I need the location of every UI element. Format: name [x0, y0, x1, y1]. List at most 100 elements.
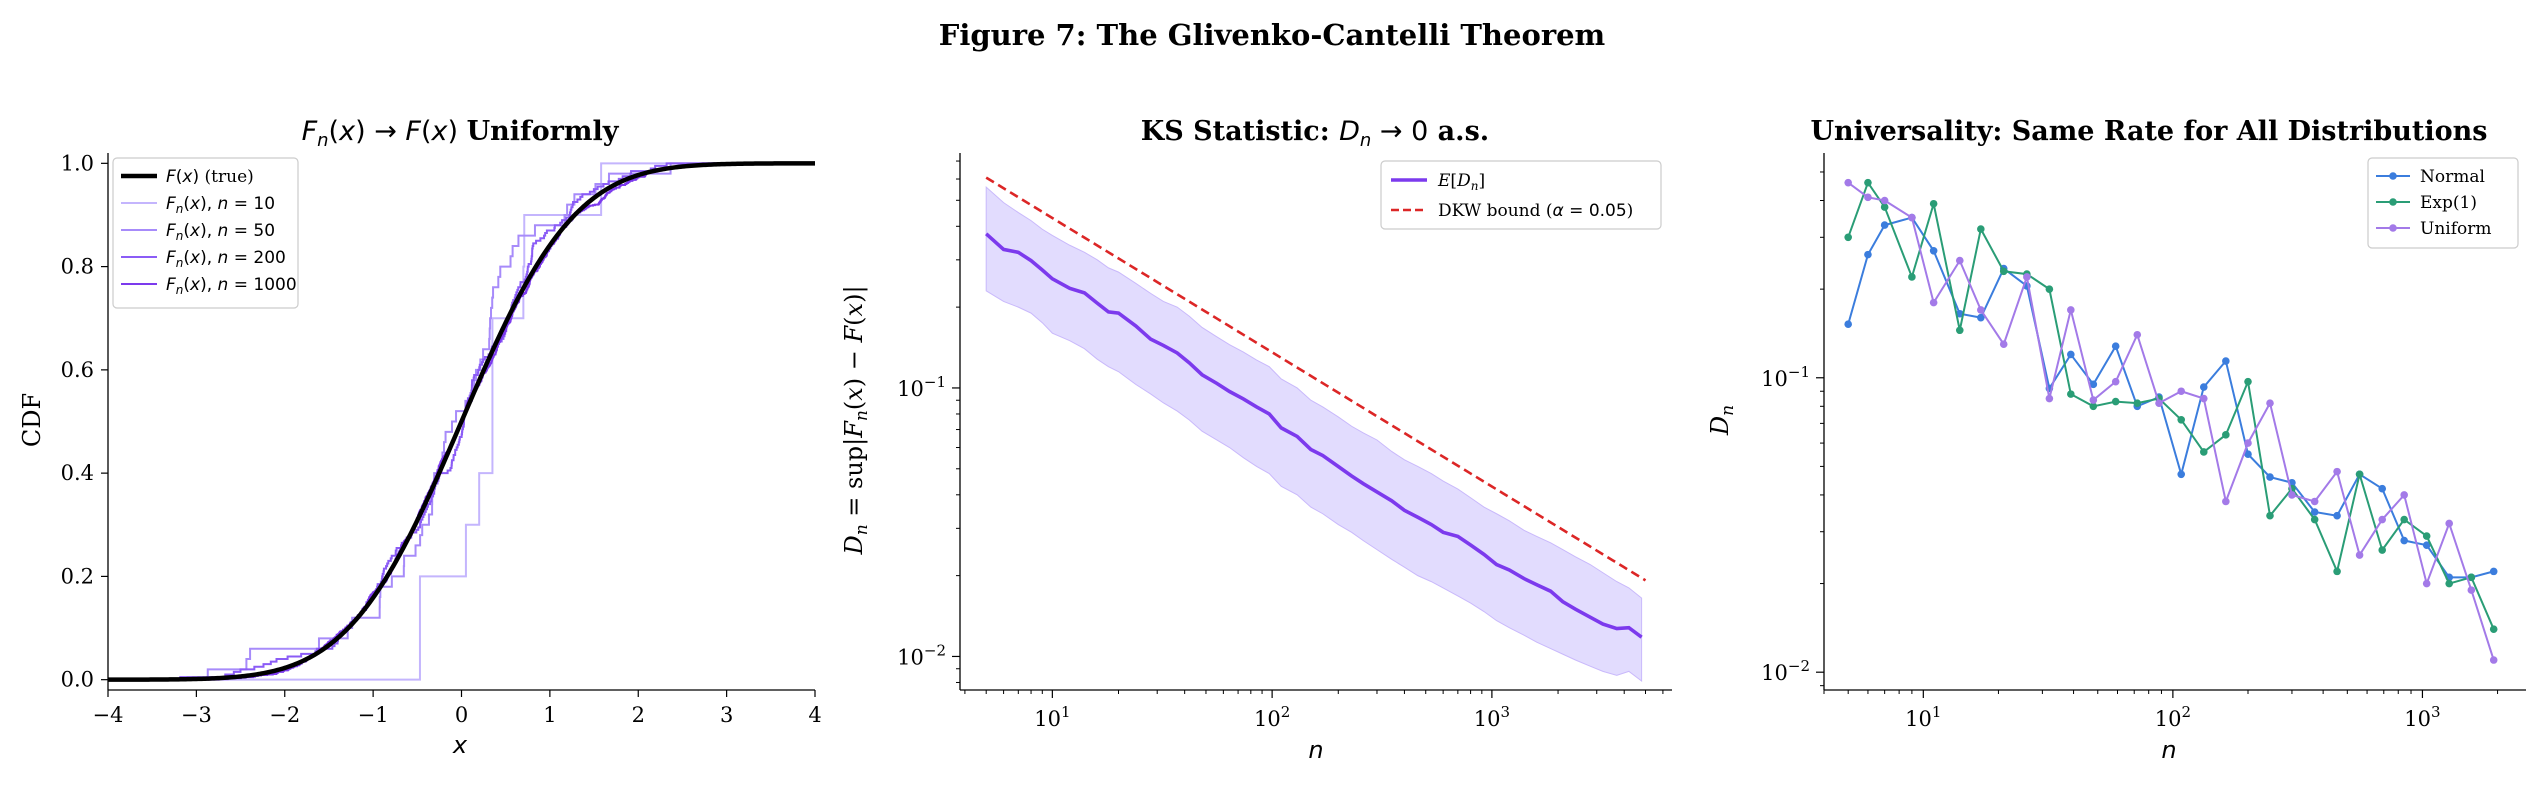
- exp-point: [1864, 178, 1872, 187]
- exp-point: [1929, 199, 1938, 208]
- panel-ks-legend: E[Dn] DKW bound (α = 0.05): [1380, 160, 1662, 230]
- uniform-point: [2333, 467, 2341, 476]
- legend-label-dkw: DKW bound (α = 0.05): [1438, 201, 1633, 221]
- y-tick-label: 10−1: [897, 373, 946, 401]
- panel-ecdf-ylabel: CDF: [18, 393, 46, 447]
- uniform-point: [2378, 515, 2387, 524]
- x-tick-label: 2: [632, 703, 645, 727]
- uniform-point: [1864, 193, 1872, 202]
- y-tick-label: 10−2: [1761, 657, 1810, 685]
- uniform-point: [2023, 273, 2031, 281]
- y-tick-label: 0.8: [61, 255, 94, 279]
- panel-universality-title: Universality: Same Rate for All Distribu…: [1810, 116, 2487, 147]
- legend-label: Normal: [2420, 167, 2485, 187]
- normal-point: [1844, 320, 1852, 329]
- exp-series-line: [1847, 180, 2495, 630]
- x-tick-label: 102: [1254, 703, 1290, 731]
- panel-ks-title: KS Statistic: Dn → 0 a.s.: [1141, 116, 1489, 151]
- uniform-point: [2155, 399, 2163, 407]
- uniform-point: [2222, 497, 2230, 506]
- legend-box: [112, 157, 299, 309]
- uniform-point: [1999, 340, 2008, 349]
- panel-ecdf-title: Fn(x) → F(x) Uniformly: [302, 116, 620, 151]
- ks-confidence-band: [985, 185, 1643, 683]
- x-tick-label: 103: [1474, 703, 1510, 731]
- legend-label-mean: E[Dn]: [1437, 171, 1485, 193]
- panel-universality-ticks: 101 102 103 10−2 10−1: [1761, 171, 2499, 731]
- x-tick-label: −2: [269, 703, 300, 727]
- panel-ks-xlabel: n: [1308, 736, 1323, 764]
- normal-point: [1929, 246, 1938, 255]
- legend-box: [2367, 157, 2519, 249]
- exp-point: [2355, 470, 2364, 479]
- mean-dn-line: [984, 232, 1643, 639]
- dkw-bound-line: [985, 176, 1647, 582]
- panel-ecdf-xlabel: x: [452, 731, 468, 759]
- panel-ks: KS Statistic: Dn → 0 a.s. 101 102 10310−21…: [840, 116, 1672, 764]
- uniform-point: [2355, 551, 2364, 559]
- legend-box: [1380, 160, 1662, 230]
- uniform-point: [2199, 394, 2208, 403]
- uniform-point: [1844, 178, 1852, 187]
- uniform-point: [2310, 497, 2319, 506]
- exp-point: [1955, 326, 1964, 335]
- normal-point: [2333, 511, 2341, 520]
- normal-point: [2266, 473, 2274, 481]
- x-tick-label: 4: [808, 703, 821, 727]
- legend-marker: [2389, 172, 2397, 180]
- normal-point: [2199, 383, 2208, 391]
- legend-marker: [2389, 198, 2397, 206]
- panel-universality: Universality: Same Rate for All Distribu…: [1706, 116, 2526, 764]
- exp-point: [2467, 573, 2476, 582]
- uniform-point: [2133, 330, 2142, 339]
- legend-label: Fn(x), n = 10: [166, 194, 275, 216]
- normal-point: [2222, 357, 2230, 365]
- exp-point: [2089, 402, 2098, 411]
- uniform-point: [2111, 377, 2120, 386]
- y-tick-label: 0.6: [61, 358, 94, 382]
- y-tick-label: 1.0: [61, 151, 94, 175]
- normal-series-line: [1847, 216, 2494, 579]
- exp-point: [1908, 273, 1916, 281]
- figure-title: Figure 7: The Glivenko-Cantelli Theorem: [939, 18, 1606, 52]
- panel-ecdf-plot-area: [107, 153, 815, 691]
- uniform-point: [1908, 213, 1916, 222]
- uniform-point: [2288, 491, 2296, 499]
- normal-point: [1955, 309, 1964, 318]
- legend-marker: [2389, 224, 2397, 232]
- exp-point: [2133, 399, 2142, 407]
- uniform-point: [1955, 256, 1964, 265]
- panel-universality-plot-area: [1823, 153, 2526, 691]
- exp-point: [2422, 532, 2431, 540]
- normal-point: [1864, 250, 1872, 259]
- exp-point: [2445, 579, 2453, 588]
- exp-point: [2045, 285, 2054, 293]
- exp-point: [2489, 625, 2498, 633]
- uniform-point: [2244, 439, 2252, 447]
- exp-point: [2111, 397, 2120, 406]
- uniform-point: [2177, 387, 2186, 396]
- legend-label: Fn(x), n = 200: [166, 248, 286, 270]
- normal-point: [2378, 484, 2387, 493]
- uniform-point: [2445, 519, 2453, 528]
- uniform-series-line: [1847, 181, 2495, 661]
- exp-point: [2199, 448, 2208, 456]
- uniform-point: [2067, 306, 2075, 314]
- x-tick-label: 102: [2155, 703, 2191, 731]
- x-tick-label: 101: [1905, 703, 1941, 731]
- exp-point: [2400, 515, 2408, 524]
- normal-point: [2310, 508, 2319, 516]
- legend-label: Fn(x), n = 50: [166, 221, 275, 243]
- exp-point: [1880, 203, 1889, 211]
- normal-point: [2177, 470, 2186, 479]
- normal-point: [2089, 380, 2098, 389]
- x-tick-label: 0: [455, 703, 468, 727]
- panel-universality-ylabel: Dn: [1706, 405, 1738, 436]
- legend-label: Uniform: [2420, 219, 2492, 239]
- normal-point: [1977, 313, 1985, 322]
- exp-point: [2333, 567, 2341, 576]
- y-tick-label: 0.2: [61, 564, 94, 588]
- true-cdf-line: [108, 161, 815, 682]
- panel-universality-legend: Normal Exp(1) Uniform: [2367, 157, 2519, 249]
